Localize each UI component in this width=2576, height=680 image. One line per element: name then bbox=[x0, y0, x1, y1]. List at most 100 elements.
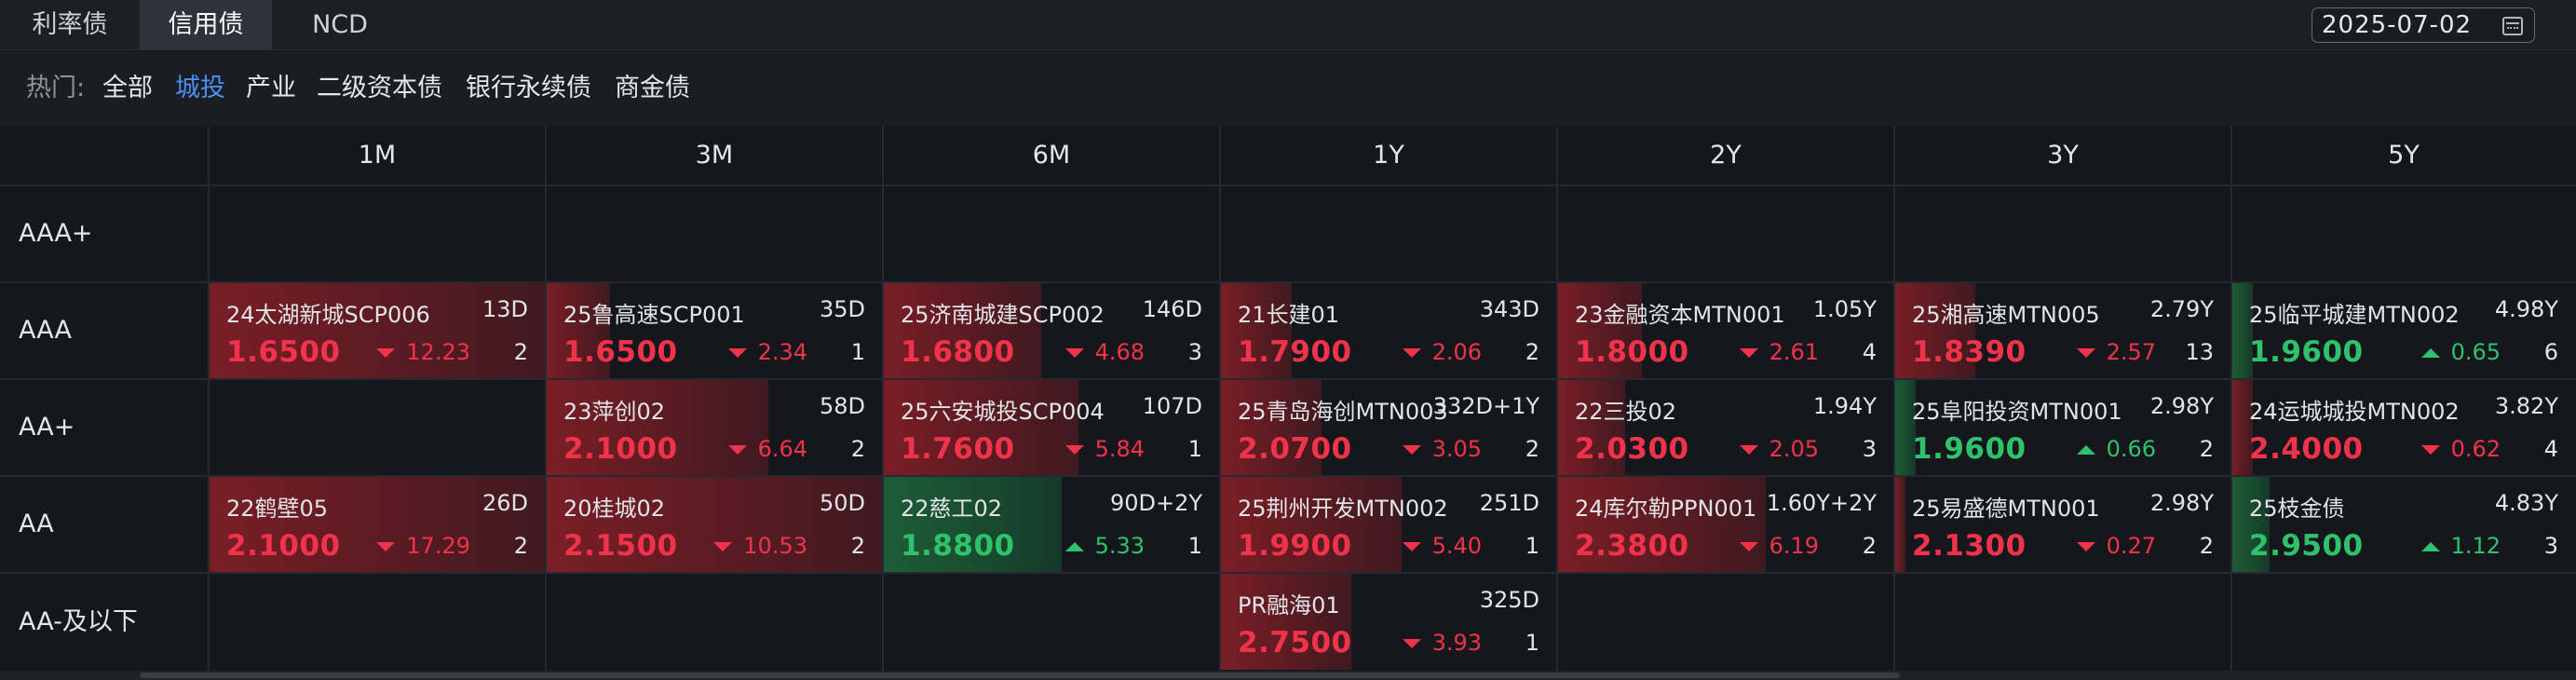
grid-row-divider bbox=[0, 184, 2576, 186]
triangle-down-icon bbox=[2076, 542, 2095, 551]
bond-name: 23金融资本MTN001 bbox=[1575, 302, 1785, 328]
change-magnitude-bar bbox=[1221, 574, 1352, 670]
triangle-down-icon bbox=[1739, 542, 1758, 551]
rate-change: 6.19 bbox=[1739, 533, 1819, 559]
column-header-5y[interactable]: 5Y bbox=[2388, 141, 2420, 170]
rate-change-value: 1.12 bbox=[2450, 533, 2501, 559]
chip-bank-perpetual[interactable]: 银行永续债 bbox=[466, 74, 591, 102]
bond-cell[interactable]: 25阜阳投资MTN001 2.98Y 1.9600 0.66 2 bbox=[1895, 380, 2230, 475]
calendar-icon[interactable] bbox=[2502, 17, 2523, 35]
rate-change: 2.61 bbox=[1739, 339, 1819, 365]
change-magnitude-bar bbox=[1221, 380, 1322, 475]
chip-commercial-finance[interactable]: 商金债 bbox=[615, 74, 690, 102]
column-header-6m[interactable]: 6M bbox=[1032, 141, 1071, 170]
tab-rate-bonds[interactable]: 利率债 bbox=[32, 10, 108, 39]
tab-credit-bonds[interactable]: 信用债 bbox=[140, 0, 272, 50]
rate-change: 6.64 bbox=[727, 436, 807, 462]
date-value: 2025-07-02 bbox=[2322, 11, 2473, 39]
trade-count: 1 bbox=[1187, 436, 1202, 462]
bond-cell[interactable]: 23金融资本MTN001 1.05Y 1.8000 2.61 4 bbox=[1558, 283, 1893, 378]
grid-row-divider bbox=[0, 475, 2576, 477]
bond-cell[interactable]: 25六安城投SCP004 107D 1.7600 5.84 1 bbox=[884, 380, 1219, 475]
grid-column-divider bbox=[1893, 126, 1895, 671]
bond-cell[interactable]: 25青岛海创MTN003 332D+1Y 2.0700 3.05 2 bbox=[1221, 380, 1556, 475]
column-header-1m[interactable]: 1M bbox=[358, 141, 397, 170]
date-picker[interactable]: 2025-07-02 bbox=[2312, 7, 2535, 43]
triangle-down-icon bbox=[376, 348, 396, 358]
rate-change: 3.93 bbox=[1402, 630, 1482, 656]
column-header-3y[interactable]: 3Y bbox=[2047, 141, 2079, 170]
bond-cell[interactable]: 20桂城02 50D 2.1500 10.53 2 bbox=[547, 477, 882, 572]
bond-rate: 2.0700 bbox=[1238, 432, 1352, 466]
bond-cell[interactable]: 25易盛德MTN001 2.98Y 2.1300 0.27 2 bbox=[1895, 477, 2230, 572]
bond-cell[interactable]: PR融海01 325D 2.7500 3.93 1 bbox=[1221, 574, 1556, 670]
grid-column-divider bbox=[545, 126, 547, 671]
change-magnitude-bar bbox=[547, 283, 611, 378]
trade-count: 2 bbox=[513, 339, 528, 365]
rate-change-value: 0.65 bbox=[2450, 339, 2501, 365]
yield-matrix: 1M 3M 6M 1Y 2Y 3Y 5Y AAA+ AAA 24太湖新城SCP006 13D 1.65… bbox=[0, 126, 2576, 671]
rate-change: 2.05 bbox=[1739, 436, 1819, 462]
grid-column-divider bbox=[882, 126, 884, 671]
bond-cell[interactable]: 22鹤壁05 26D 2.1000 17.29 2 bbox=[210, 477, 545, 572]
trade-count: 2 bbox=[2199, 436, 2214, 462]
bond-term: 3.82Y bbox=[2494, 393, 2558, 419]
bond-term: 332D+1Y bbox=[1432, 393, 1539, 419]
tab-ncd[interactable]: NCD bbox=[312, 10, 368, 39]
triangle-down-icon bbox=[713, 542, 733, 551]
bond-cell[interactable]: 22慈工02 90D+2Y 1.8800 5.33 1 bbox=[884, 477, 1219, 572]
bond-cell[interactable]: 23萍创02 58D 2.1000 6.64 2 bbox=[547, 380, 882, 475]
rate-change-value: 17.29 bbox=[406, 533, 470, 559]
bond-rate: 2.9500 bbox=[2249, 529, 2364, 563]
bond-name: 21长建01 bbox=[1238, 302, 1340, 328]
chip-chengtou[interactable]: 城投 bbox=[175, 74, 225, 102]
bond-cell[interactable]: 25荆州开发MTN002 251D 1.9900 5.40 1 bbox=[1221, 477, 1556, 572]
chip-industry[interactable]: 产业 bbox=[246, 74, 296, 102]
bond-cell[interactable]: 25临平城建MTN002 4.98Y 1.9600 0.65 6 bbox=[2232, 283, 2575, 378]
bond-cell[interactable]: 24库尔勒PPN001 1.60Y+2Y 2.3800 6.19 2 bbox=[1558, 477, 1893, 572]
bond-cell[interactable]: 24运城城投MTN002 3.82Y 2.4000 0.62 4 bbox=[2232, 380, 2575, 475]
bond-term: 4.83Y bbox=[2494, 490, 2558, 516]
column-header-2y[interactable]: 2Y bbox=[1710, 141, 1742, 170]
rate-change-value: 2.05 bbox=[1769, 436, 1819, 462]
bond-cell[interactable]: 25湘高速MTN005 2.79Y 1.8390 2.57 13 bbox=[1895, 283, 2230, 378]
bond-cell[interactable]: 24太湖新城SCP006 13D 1.6500 12.23 2 bbox=[210, 283, 545, 378]
bond-name: 25鲁高速SCP001 bbox=[563, 302, 745, 328]
bond-cell[interactable]: 25枝金债 4.83Y 2.9500 1.12 3 bbox=[2232, 477, 2575, 572]
bond-term: 1.05Y bbox=[1812, 296, 1877, 322]
bond-cell[interactable]: 25济南城建SCP002 146D 1.6800 4.68 3 bbox=[884, 283, 1219, 378]
horizontal-scrollbar[interactable] bbox=[0, 671, 2576, 680]
chip-all[interactable]: 全部 bbox=[102, 74, 153, 102]
rate-change-value: 0.27 bbox=[2106, 533, 2156, 559]
scrollbar-thumb[interactable] bbox=[140, 673, 1900, 678]
bond-rate: 2.4000 bbox=[2249, 432, 2364, 466]
bond-name: 20桂城02 bbox=[563, 496, 666, 522]
bond-cell[interactable]: 21长建01 343D 1.7900 2.06 2 bbox=[1221, 283, 1556, 378]
rate-change: 2.34 bbox=[727, 339, 807, 365]
bond-cell[interactable]: 25鲁高速SCP001 35D 1.6500 2.34 1 bbox=[547, 283, 882, 378]
chip-tier2-capital[interactable]: 二级资本债 bbox=[317, 74, 442, 102]
trade-count: 2 bbox=[1525, 436, 1539, 462]
rate-change-value: 4.68 bbox=[1094, 339, 1145, 365]
rate-change: 2.57 bbox=[2076, 339, 2156, 365]
top-tab-bar: 利率债 信用债 NCD 2025-07-02 bbox=[0, 0, 2576, 50]
bond-cell[interactable]: 22三投02 1.94Y 2.0300 2.05 3 bbox=[1558, 380, 1893, 475]
row-header-rating: AA-及以下 bbox=[19, 607, 138, 636]
trade-count: 2 bbox=[850, 436, 865, 462]
triangle-down-icon bbox=[1402, 542, 1421, 551]
trade-count: 1 bbox=[850, 339, 865, 365]
rate-change-value: 2.06 bbox=[1431, 339, 1482, 365]
rate-change-value: 6.64 bbox=[757, 436, 807, 462]
rate-change-value: 2.34 bbox=[757, 339, 807, 365]
bond-name: 22鹤壁05 bbox=[226, 496, 329, 522]
bond-rate: 1.6500 bbox=[563, 335, 678, 369]
column-header-1y[interactable]: 1Y bbox=[1373, 141, 1404, 170]
column-header-3m[interactable]: 3M bbox=[695, 141, 734, 170]
change-magnitude-bar bbox=[547, 477, 882, 572]
bond-term: 343D bbox=[1479, 296, 1539, 322]
hot-label: 热门: bbox=[26, 74, 86, 102]
rate-change: 17.29 bbox=[376, 533, 470, 559]
rate-change-value: 3.93 bbox=[1431, 630, 1482, 656]
triangle-down-icon bbox=[376, 542, 396, 551]
triangle-down-icon bbox=[1402, 348, 1421, 358]
